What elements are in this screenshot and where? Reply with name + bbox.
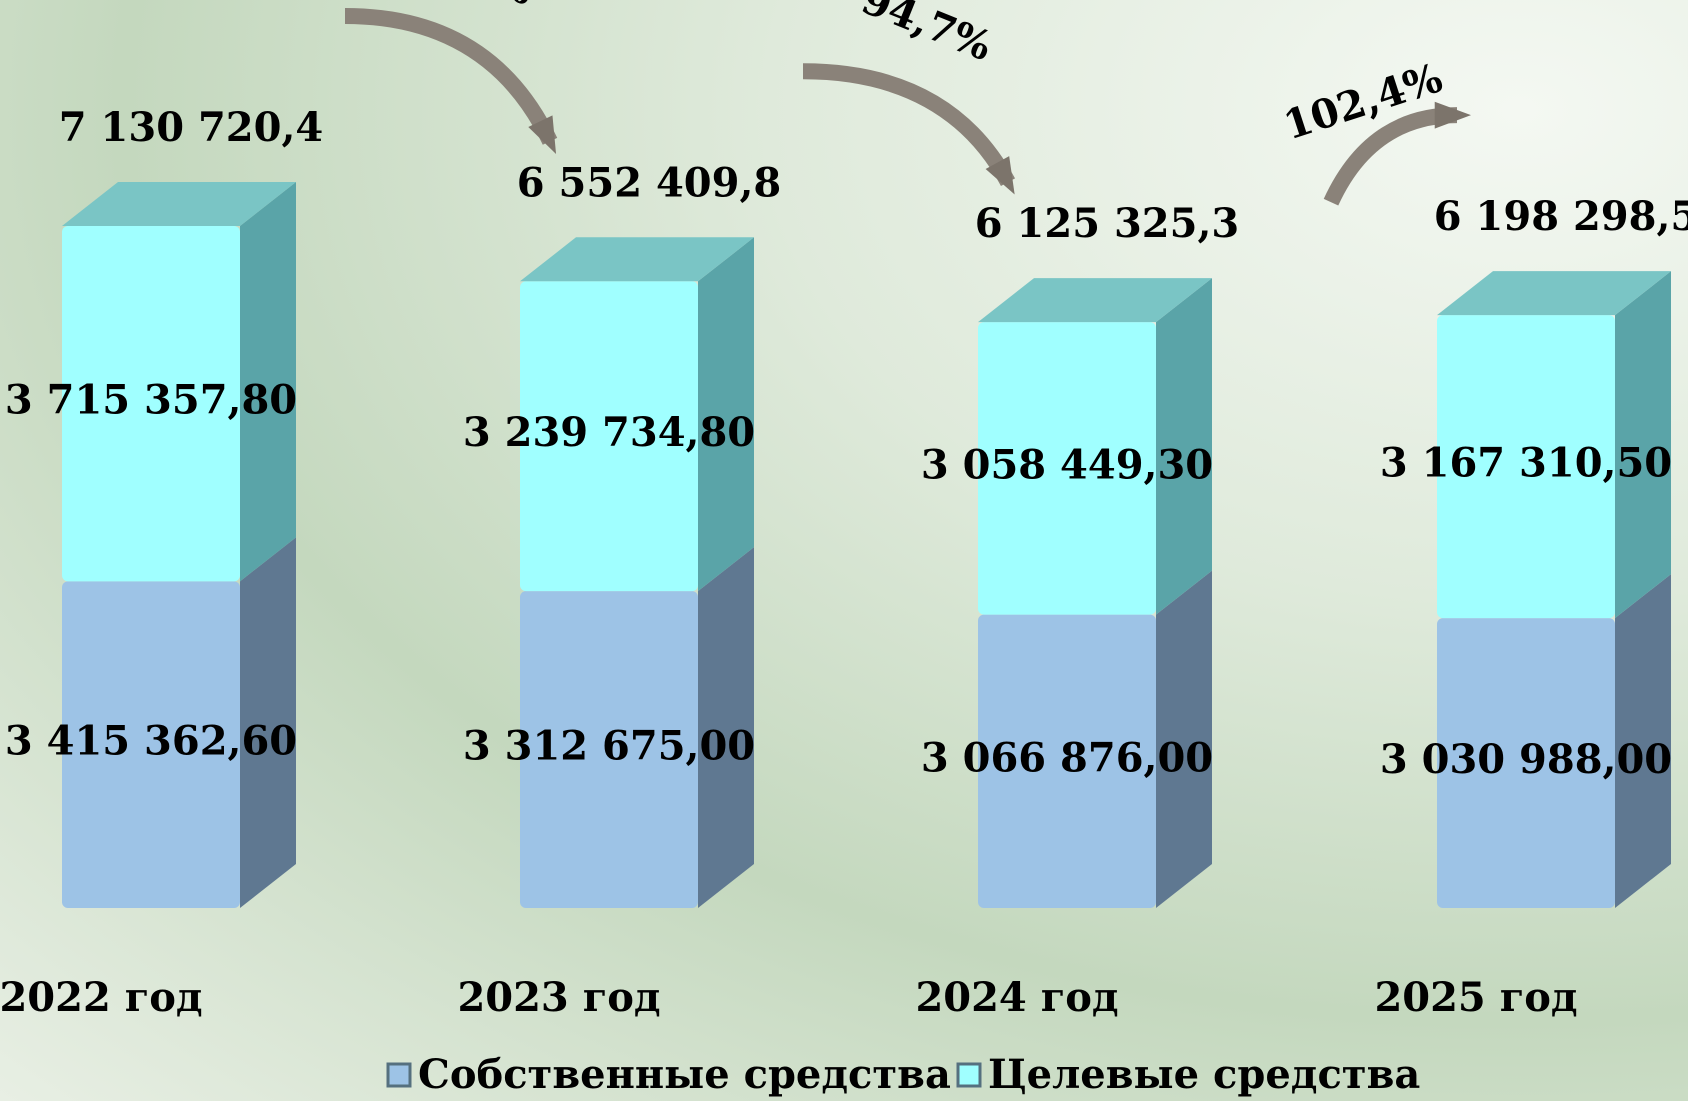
value-label: 3 066 876,00 (921, 734, 1213, 781)
value-label: 3 030 988,00 (1380, 736, 1672, 783)
bar-segment (978, 614, 1156, 908)
arrow-head (528, 115, 557, 154)
total-label: 6 552 409,8 (517, 159, 781, 206)
value-label: 3 312 675,00 (463, 723, 755, 770)
bar-segment (1437, 618, 1615, 908)
bar-side (698, 547, 754, 908)
bar-segment (978, 322, 1156, 615)
bar-side (1615, 271, 1671, 619)
growth-label: 102,4% (1278, 54, 1448, 149)
value-label: 3 415 362,60 (5, 718, 297, 765)
growth-label: 94,7% (855, 0, 998, 70)
bar-segment (520, 281, 698, 592)
bar-side (1156, 570, 1212, 908)
x-tick-label: 2024 год (915, 974, 1118, 1021)
x-tick-label: 2023 год (457, 974, 660, 1021)
value-label: 3 239 734,80 (463, 409, 755, 456)
bar-segment (62, 226, 240, 582)
value-label: 3 715 357,80 (5, 377, 297, 424)
total-label: 7 130 720,4 (59, 104, 323, 151)
x-tick-label: 2025 год (1374, 974, 1577, 1021)
bar-side (1615, 574, 1671, 908)
bar-top (1437, 271, 1671, 316)
growth-arrow (344, 8, 558, 145)
legend-label: Целевые средства (988, 1051, 1420, 1098)
bar-top (62, 182, 296, 226)
growth-arrow (802, 63, 1016, 186)
value-label: 3 167 310,50 (1380, 440, 1672, 487)
bar-top (520, 237, 754, 282)
bar-side (240, 182, 296, 582)
value-label: 3 058 449,30 (921, 441, 1213, 488)
bar-segment (520, 591, 698, 908)
bar-side (1156, 278, 1212, 615)
total-label: 6 198 298,5 (1434, 193, 1688, 240)
bar-side (240, 537, 296, 908)
arrow-head (985, 156, 1015, 195)
bar-side (698, 237, 754, 592)
bar-top (978, 278, 1212, 323)
arrow-head (1434, 101, 1471, 129)
total-label: 6 125 325,3 (975, 200, 1239, 247)
x-tick-label: 2022 год (0, 974, 203, 1021)
legend-marker (956, 1062, 982, 1088)
legend-label: Собственные средства (418, 1051, 951, 1098)
bar-segment (1437, 315, 1615, 619)
bar-segment (62, 581, 240, 908)
legend-marker (386, 1062, 412, 1088)
growth-label: 91,9% (397, 0, 540, 15)
